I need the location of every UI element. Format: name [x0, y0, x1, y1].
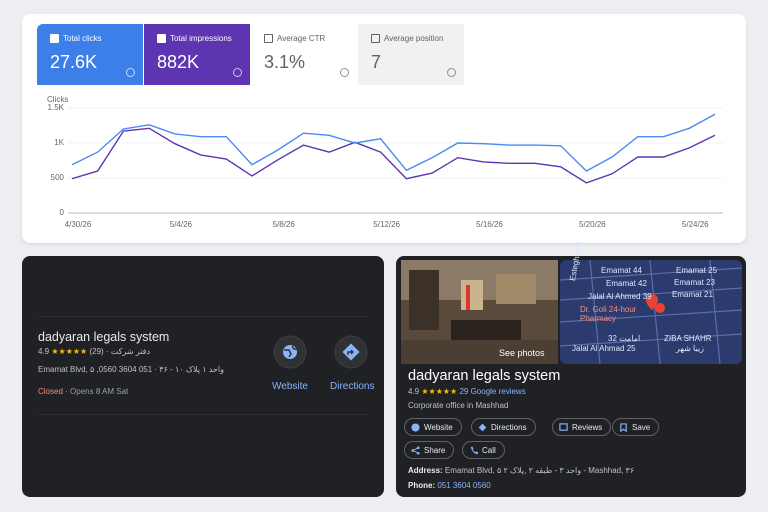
map-label: امامت 32: [608, 334, 641, 343]
action-button[interactable]: Directions: [471, 418, 536, 436]
action-label: Directions: [491, 422, 527, 432]
map-label: Dr. Goli 24-hour Pharmacy: [580, 305, 637, 323]
metric-tile[interactable]: Total impressions 882K: [144, 24, 250, 85]
y-axis-label: Clicks: [47, 95, 68, 104]
action-label: Website: [424, 422, 453, 432]
x-tick-label: 5/12/26: [373, 220, 400, 229]
reviews[interactable]: (29): [89, 347, 104, 356]
business-name[interactable]: dadyaran legals system: [38, 330, 170, 344]
map-label: Jalal Al Ahmed 39: [588, 292, 652, 301]
rating: 4.9: [38, 347, 50, 356]
x-tick-label: 4/30/26: [65, 220, 92, 229]
business-name: dadyaran legals system: [408, 368, 561, 384]
action-label: Call: [482, 445, 496, 455]
reviews[interactable]: 29 Google reviews: [459, 387, 526, 396]
map-label: Emamat 25: [676, 266, 717, 275]
metric-value: 882K: [157, 52, 200, 72]
rating: 4.9: [408, 387, 420, 396]
website-link[interactable]: Website: [272, 381, 308, 392]
map-label: Emamat 23: [674, 278, 715, 287]
map-label: ZIBA SHAHR: [664, 334, 712, 343]
action-button[interactable]: Save: [612, 418, 660, 436]
y-tick-label: 500: [51, 173, 65, 182]
metric-value: 27.6K: [50, 52, 98, 72]
map-label: Jalal Al Ahmad 25: [572, 344, 636, 353]
y-tick-label: 0: [60, 208, 65, 217]
map-label: Emamat 21: [672, 290, 713, 299]
directions-icon[interactable]: [333, 334, 369, 370]
metric-label: Average CTR: [277, 34, 326, 43]
map-label: Emamat 44: [601, 266, 642, 275]
action-button[interactable]: Reviews: [552, 418, 612, 436]
action-label: Reviews: [572, 422, 603, 432]
subtitle: Corporate office in Mashhad: [408, 401, 509, 410]
website-icon[interactable]: [272, 334, 308, 370]
address: Emamat Blvd, ۵ ,واحد ۱ پلاک ۱۰ - ۳۶ · 05…: [38, 365, 224, 374]
action-label: Save: [632, 422, 651, 432]
knowledge-panel: See photos Emamat 44 Emamat 25 Emamat 42…: [396, 241, 746, 497]
x-tick-label: 5/8/26: [273, 220, 296, 229]
metric-value: 3.1%: [264, 52, 306, 72]
x-tick-label: 5/24/26: [682, 220, 709, 229]
metric-tile[interactable]: Average CTR 3.1%: [251, 24, 357, 85]
action-button[interactable]: Call: [462, 441, 505, 459]
metric-label: Total clicks: [63, 34, 102, 43]
y-tick-label: 1.5K: [48, 103, 65, 112]
x-tick-label: 5/20/26: [579, 220, 606, 229]
chart: Clicks 0 500 1K 1.5K 4/30/26 5/4/26 5/8/26 5/12…: [47, 95, 723, 229]
hours: · Opens 8 AM Sat: [65, 387, 129, 396]
y-tick-label: 1K: [54, 138, 64, 147]
map[interactable]: [560, 260, 742, 364]
series-line: [71, 113, 716, 172]
see-photos[interactable]: See photos: [499, 348, 545, 358]
stars: ★★★★★: [51, 347, 88, 356]
metric-tile[interactable]: Average position 7: [358, 24, 464, 85]
metric-label: Average position: [384, 34, 444, 43]
photo[interactable]: [401, 260, 558, 364]
metric-label: Total impressions: [170, 34, 232, 43]
action-button[interactable]: Website: [404, 418, 462, 436]
stars: ★★★★★: [421, 387, 458, 396]
action-button[interactable]: Share: [404, 441, 455, 459]
business-card: dadyaran legals system 4.9 ★★★★★ (29) · …: [22, 256, 384, 497]
action-label: Share: [424, 445, 446, 455]
metric-value: 7: [371, 52, 382, 72]
series-line: [71, 127, 716, 184]
map-label: Emamat 42: [606, 279, 647, 288]
phone-label: Phone:: [408, 481, 436, 490]
directions-link[interactable]: Directions: [330, 381, 375, 392]
status: Closed: [38, 387, 63, 396]
metric-tile[interactable]: Total clicks 27.6K: [37, 24, 143, 85]
map-label: زیبا شهر: [676, 344, 704, 353]
x-tick-label: 5/4/26: [170, 220, 193, 229]
category: · دفتر شرکت: [105, 347, 151, 356]
address-label: Address:: [408, 466, 443, 475]
phone[interactable]: 051 3604 0560: [437, 481, 491, 490]
x-tick-label: 5/16/26: [476, 220, 503, 229]
address: Emamat Blvd, ۵ واحد ۳ - طبقه ۲ ,پلاک ۲ -…: [444, 466, 635, 475]
